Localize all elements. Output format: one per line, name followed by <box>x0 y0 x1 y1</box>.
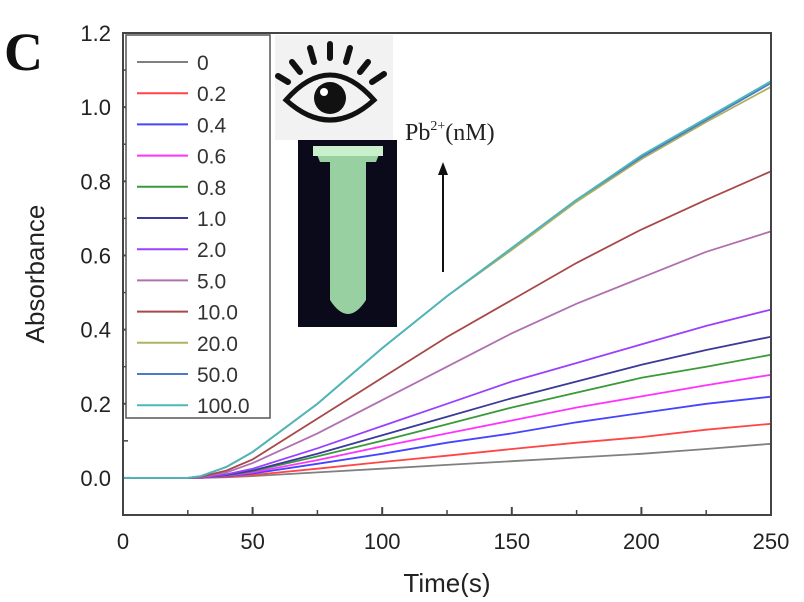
svg-text:Pb2+(nM): Pb2+(nM) <box>405 119 495 146</box>
panel-label: C <box>4 22 43 82</box>
eye-icon <box>275 41 387 123</box>
annotation-suffix: (nM) <box>445 120 494 146</box>
legend-label: 10.0 <box>197 302 238 325</box>
y-tick-label: 1.0 <box>80 95 111 120</box>
x-tick-label: 100 <box>364 529 401 554</box>
y-tick-label: 0.6 <box>80 243 111 268</box>
legend-label: 0.6 <box>197 146 226 169</box>
series-lines <box>123 80 772 479</box>
x-tick-labels: 0 50 100 150 200 250 <box>117 529 789 554</box>
legend-label: 2.0 <box>197 239 226 262</box>
eye-inset <box>275 35 393 140</box>
legend-label: 0 <box>197 52 209 75</box>
x-tick-label: 0 <box>117 529 129 554</box>
y-tick-label: 1.2 <box>80 21 111 46</box>
y-tick-label: 0.2 <box>80 392 111 417</box>
legend: 0 0.2 0.4 0.6 0.8 1.0 2.0 5.0 10.0 20.0 50.0 100.0 <box>137 52 250 418</box>
y-tick-labels: 0.0 0.2 0.4 0.6 0.8 1.0 1.2 <box>80 21 111 491</box>
legend-box <box>125 34 271 419</box>
legend-label: 20.0 <box>197 333 238 356</box>
legend-label: 0.4 <box>197 114 227 137</box>
x-tick-label: 250 <box>753 529 790 554</box>
legend-label: 0.2 <box>197 83 226 106</box>
annotation-text: Pb <box>405 120 430 146</box>
y-tick-label: 0.0 <box>80 466 111 491</box>
tube-photo <box>298 140 397 327</box>
x-axis-label: Time(s) <box>403 568 490 597</box>
legend-label: 0.8 <box>197 177 226 200</box>
x-tick-label: 200 <box>623 529 660 554</box>
annotation-superscript: 2+ <box>430 119 445 134</box>
legend-label: 5.0 <box>197 270 226 293</box>
y-axis-label: Absorbance <box>20 205 50 344</box>
legend-label: 100.0 <box>197 395 250 418</box>
plot-frame <box>122 32 772 516</box>
series-line-100.0 <box>123 80 772 479</box>
x-tick-label: 150 <box>493 529 530 554</box>
y-tick-label: 0.4 <box>80 318 111 343</box>
concentration-annotation: Pb2+(nM) <box>405 119 495 272</box>
y-tick-label: 0.8 <box>80 169 111 194</box>
legend-label: 1.0 <box>197 208 226 231</box>
legend-label: 50.0 <box>197 364 238 387</box>
x-tick-label: 50 <box>240 529 264 554</box>
